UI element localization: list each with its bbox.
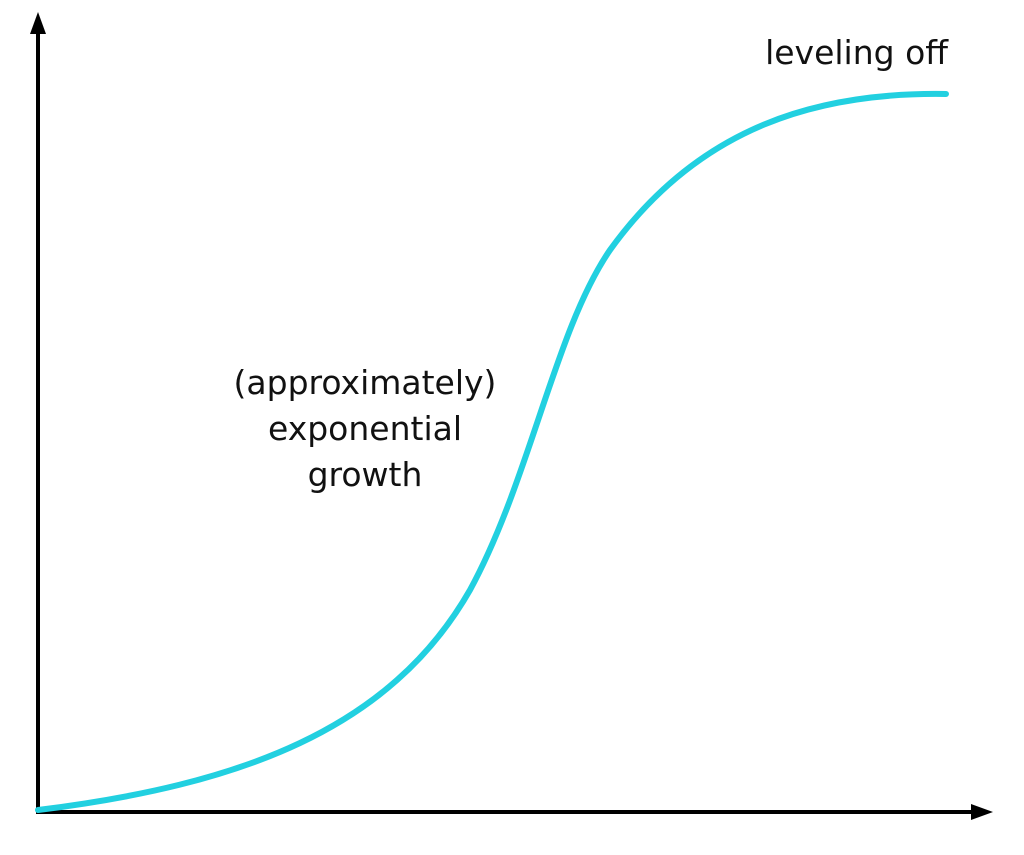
plateau-label: leveling off [765, 33, 949, 72]
growth-label: exponential [268, 409, 462, 448]
growth-curve [35, 90, 949, 813]
growth-label: growth [308, 455, 423, 494]
y-axis-arrow [30, 12, 46, 34]
growth-label: (approximately) [234, 363, 497, 402]
x-axis-arrow [971, 804, 993, 820]
